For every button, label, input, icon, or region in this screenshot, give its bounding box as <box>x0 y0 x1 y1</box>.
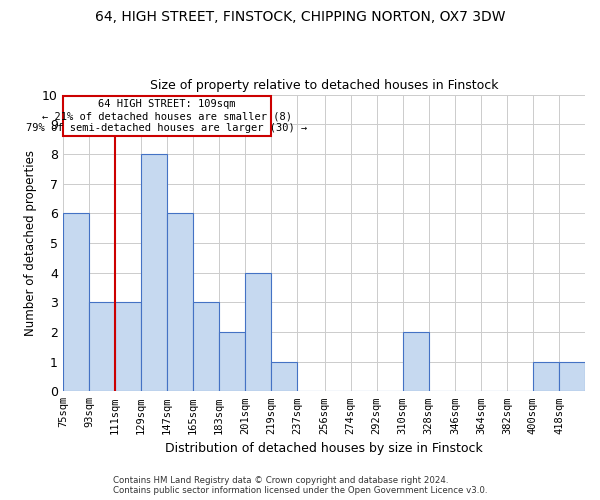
Bar <box>559 362 585 392</box>
Bar <box>533 362 559 392</box>
Bar <box>89 302 115 392</box>
Bar <box>271 362 297 392</box>
X-axis label: Distribution of detached houses by size in Finstock: Distribution of detached houses by size … <box>165 442 483 455</box>
Bar <box>63 214 89 392</box>
Text: 64 HIGH STREET: 109sqm
← 21% of detached houses are smaller (8)
79% of semi-deta: 64 HIGH STREET: 109sqm ← 21% of detached… <box>26 100 308 132</box>
Text: Contains HM Land Registry data © Crown copyright and database right 2024.
Contai: Contains HM Land Registry data © Crown c… <box>113 476 487 495</box>
Bar <box>167 214 193 392</box>
Title: Size of property relative to detached houses in Finstock: Size of property relative to detached ho… <box>149 79 498 92</box>
Bar <box>245 272 271 392</box>
Text: 64, HIGH STREET, FINSTOCK, CHIPPING NORTON, OX7 3DW: 64, HIGH STREET, FINSTOCK, CHIPPING NORT… <box>95 10 505 24</box>
Bar <box>141 154 167 392</box>
Bar <box>115 302 141 392</box>
Bar <box>403 332 429 392</box>
Y-axis label: Number of detached properties: Number of detached properties <box>23 150 37 336</box>
FancyBboxPatch shape <box>63 96 271 136</box>
Bar <box>193 302 219 392</box>
Bar <box>219 332 245 392</box>
